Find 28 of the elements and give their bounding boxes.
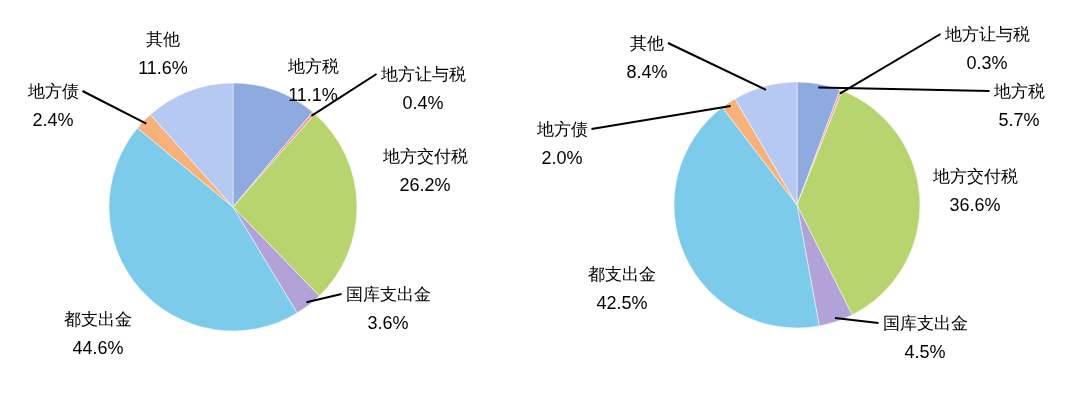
slice-label: 国库支出金 — [345, 284, 431, 304]
data-label: 2.4% — [32, 110, 74, 130]
slice-label: 国库支出金 — [882, 313, 968, 333]
slice-label: 其他 — [630, 33, 664, 53]
data-label: 11.6% — [138, 58, 188, 78]
slice-label: 地方让与税 — [943, 24, 1030, 44]
data-label: 44.6% — [72, 338, 124, 358]
data-label: 11.1% — [288, 85, 338, 105]
data-label: 42.5% — [596, 293, 648, 313]
slice-label: 都支出金 — [64, 309, 132, 329]
data-label: 0.4% — [402, 93, 444, 113]
data-label: 8.4% — [626, 62, 668, 82]
slice-label: 地方债 — [535, 119, 588, 139]
data-label: 4.5% — [904, 342, 946, 362]
data-label: 5.7% — [998, 110, 1040, 130]
slice-label: 地方让与税 — [379, 64, 466, 84]
slice-label: 地方税 — [992, 81, 1045, 101]
slice-label: 地方交付税 — [381, 146, 468, 166]
slice-label: 都支出金 — [588, 264, 656, 284]
slice-label: 地方税 — [286, 56, 339, 76]
data-label: 36.6% — [949, 195, 1001, 215]
slice-label: 其他 — [146, 29, 180, 49]
data-label: 2.0% — [541, 148, 583, 168]
data-label: 0.3% — [966, 53, 1008, 73]
data-label: 3.6% — [367, 313, 409, 333]
data-label: 26.2% — [399, 175, 451, 195]
slice-label: 地方交付税 — [931, 166, 1018, 186]
slice-label: 地方债 — [26, 81, 79, 101]
